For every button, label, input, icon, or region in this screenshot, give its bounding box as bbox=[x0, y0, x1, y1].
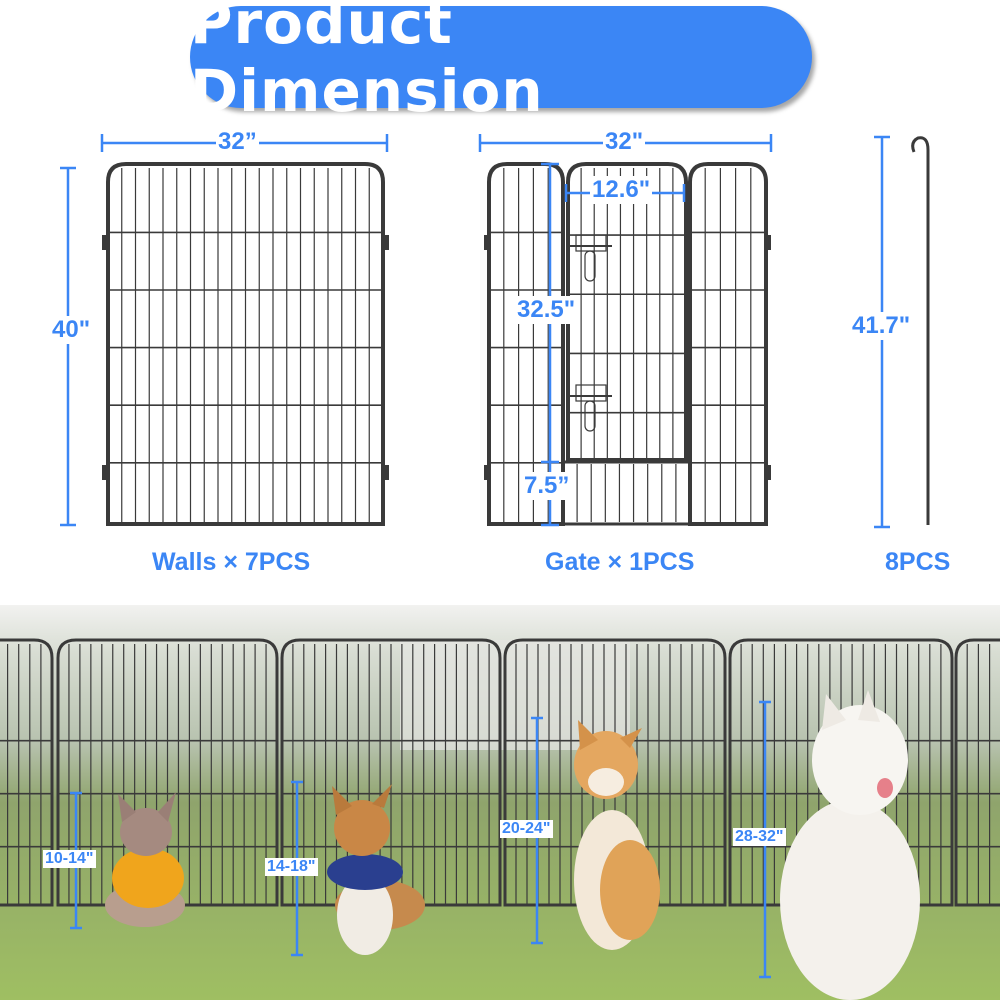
backyard-fence-panel bbox=[0, 638, 54, 907]
dog-3-height-label: 20-24" bbox=[500, 820, 553, 838]
dog-4-height-label: 28-32" bbox=[733, 828, 786, 846]
panel-frame bbox=[503, 638, 727, 907]
dog-shape bbox=[118, 792, 176, 822]
title-banner: Product Dimension bbox=[190, 0, 812, 125]
page-title: Product Dimension bbox=[190, 0, 544, 125]
panel-frame bbox=[106, 162, 385, 526]
walls-caption: Walls × 7PCS bbox=[152, 548, 311, 576]
dog-shape bbox=[112, 848, 184, 908]
panel-frame bbox=[954, 638, 1000, 907]
panel-frame bbox=[566, 162, 688, 462]
dog-shape bbox=[327, 854, 403, 890]
gate-latch bbox=[575, 234, 607, 252]
gate-door-height-label: 32.5" bbox=[515, 296, 578, 324]
shiba-inu bbox=[574, 720, 660, 950]
stake-height-label: 41.7" bbox=[850, 312, 913, 340]
panel-frame bbox=[0, 638, 54, 907]
gate-right-panel bbox=[688, 162, 768, 526]
dog-shape bbox=[600, 840, 660, 940]
dog-shape bbox=[334, 800, 390, 856]
gate-caption: Gate × 1PCS bbox=[545, 548, 695, 576]
panel-frame bbox=[728, 638, 954, 907]
panel-frame bbox=[487, 162, 565, 526]
hinge bbox=[383, 235, 389, 250]
dog-shape bbox=[822, 690, 880, 730]
ground-stake bbox=[911, 136, 930, 525]
hinge bbox=[766, 465, 771, 480]
gate-left-panel bbox=[487, 162, 565, 526]
gate-door-width-label: 12.6" bbox=[590, 176, 653, 204]
dog-shape bbox=[780, 800, 920, 1000]
backyard-fence-panel bbox=[280, 638, 502, 907]
walls-width-label: 32” bbox=[216, 128, 259, 156]
backyard-fence-panel bbox=[954, 638, 1000, 907]
dog-shape bbox=[332, 784, 392, 815]
panel-frame bbox=[280, 638, 502, 907]
dog-shape bbox=[588, 768, 624, 796]
hinge bbox=[102, 235, 108, 250]
corgi bbox=[327, 784, 425, 955]
gate-latch bbox=[575, 384, 607, 402]
dog-shape bbox=[578, 720, 642, 750]
hinge bbox=[383, 465, 389, 480]
gate-latch-handle bbox=[584, 250, 596, 282]
walls-height-label: 40" bbox=[50, 316, 93, 344]
gate-width-label: 32" bbox=[603, 128, 646, 156]
dog-shape bbox=[877, 778, 893, 798]
hinge bbox=[484, 465, 489, 480]
hinge bbox=[102, 465, 108, 480]
panel-frame bbox=[688, 162, 768, 526]
gate-latch-handle bbox=[584, 400, 596, 432]
gate-bottom-section bbox=[561, 460, 692, 526]
gate-bottom-height-label: 7.5” bbox=[522, 472, 572, 500]
dog-shape bbox=[337, 875, 393, 955]
dog-shape bbox=[120, 808, 172, 856]
gate-door bbox=[566, 162, 688, 462]
french-bulldog bbox=[105, 792, 185, 927]
wall-panel bbox=[106, 162, 385, 526]
samoyed bbox=[780, 690, 920, 1000]
hinge bbox=[484, 235, 489, 250]
stake-caption: 8PCS bbox=[885, 548, 951, 576]
hinge bbox=[766, 235, 771, 250]
dog-2-height-label: 14-18" bbox=[265, 858, 318, 876]
dog-1-height-label: 10-14" bbox=[43, 850, 96, 868]
panel-frame bbox=[56, 638, 279, 907]
blurred-house bbox=[400, 640, 630, 750]
